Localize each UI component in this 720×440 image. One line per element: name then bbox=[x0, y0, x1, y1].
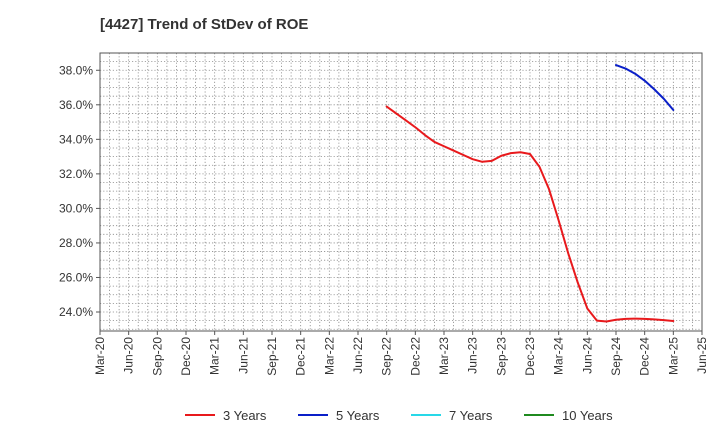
x-tick-label: Mar-24 bbox=[552, 337, 566, 375]
x-tick-label: Jun-20 bbox=[122, 337, 136, 374]
x-tick-label: Jun-21 bbox=[236, 337, 250, 374]
y-tick-label: 34.0% bbox=[59, 132, 93, 146]
x-tick-label: Mar-21 bbox=[208, 337, 222, 375]
x-axis: Mar-20 Jun-20 Sep-20 Dec-20 Mar-21 Jun-21 Sep-… bbox=[93, 331, 709, 376]
series-layer bbox=[385, 64, 675, 323]
y-tick-label: 38.0% bbox=[59, 63, 93, 77]
x-tick-label: Dec-23 bbox=[523, 337, 537, 376]
x-tick-label: Sep-24 bbox=[609, 337, 623, 376]
grid-lines bbox=[100, 53, 702, 331]
x-tick-label: Mar-25 bbox=[666, 337, 680, 375]
legend-label-3-years: 3 Years bbox=[223, 408, 267, 423]
y-tick-label: 26.0% bbox=[59, 270, 93, 284]
x-tick-label: Jun-25 bbox=[695, 337, 709, 374]
x-tick-label: Dec-24 bbox=[638, 337, 652, 376]
x-tick-label: Jun-22 bbox=[351, 337, 365, 374]
y-tick-label: 28.0% bbox=[59, 236, 93, 250]
x-tick-label: Sep-22 bbox=[380, 337, 394, 376]
plot-frame bbox=[99, 52, 703, 332]
x-tick-label: Sep-21 bbox=[265, 337, 279, 376]
y-axis: 24.0% 26.0% 28.0% 30.0% 32.0% 34.0% 36.0% 38.0% bbox=[59, 63, 100, 319]
y-tick-label: 24.0% bbox=[59, 305, 93, 319]
x-tick-label: Mar-20 bbox=[93, 337, 107, 375]
series-line-5-years bbox=[615, 64, 675, 111]
plot-area bbox=[100, 53, 702, 331]
y-tick-label: 32.0% bbox=[59, 167, 93, 181]
legend: 3 Years 5 Years 7 Years 10 Years bbox=[185, 408, 613, 423]
y-tick-label: 36.0% bbox=[59, 98, 93, 112]
x-tick-label: Sep-23 bbox=[494, 337, 508, 376]
x-tick-label: Mar-22 bbox=[322, 337, 336, 375]
series-line-3-years bbox=[385, 105, 675, 323]
x-tick-label: Jun-24 bbox=[580, 337, 594, 374]
x-tick-label: Dec-21 bbox=[294, 337, 308, 376]
x-tick-label: Dec-20 bbox=[179, 337, 193, 376]
y-tick-label: 30.0% bbox=[59, 201, 93, 215]
x-tick-label: Jun-23 bbox=[466, 337, 480, 374]
x-tick-label: Mar-23 bbox=[437, 337, 451, 375]
x-tick-label: Dec-22 bbox=[408, 337, 422, 376]
legend-label-5-years: 5 Years bbox=[336, 408, 380, 423]
x-tick-label: Sep-20 bbox=[150, 337, 164, 376]
chart-title: [4427] Trend of StDev of ROE bbox=[100, 16, 308, 33]
legend-label-10-years: 10 Years bbox=[562, 408, 613, 423]
legend-label-7-years: 7 Years bbox=[449, 408, 493, 423]
